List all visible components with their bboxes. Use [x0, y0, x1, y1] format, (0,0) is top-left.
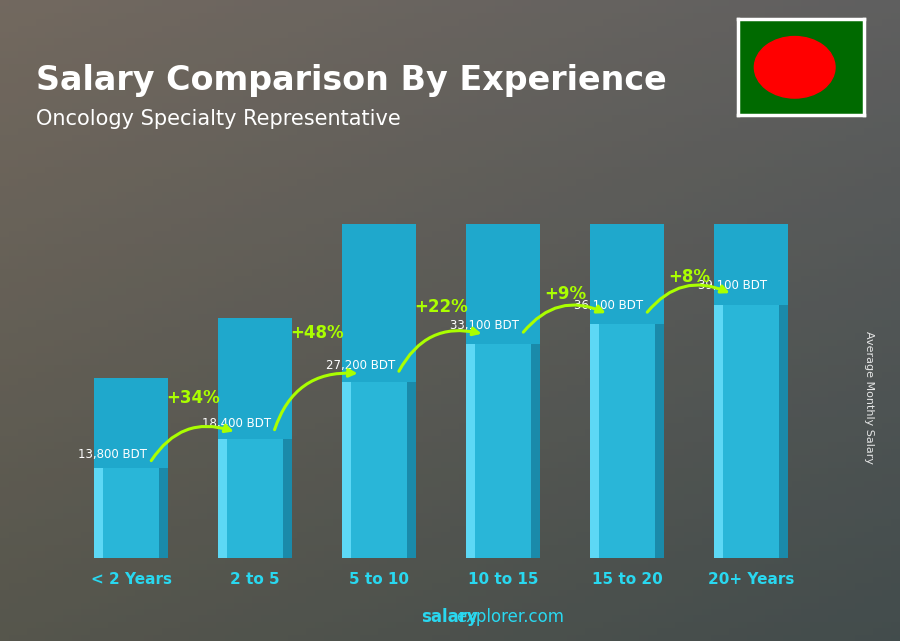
Text: +48%: +48%	[291, 324, 344, 342]
Text: explorer.com: explorer.com	[456, 608, 564, 626]
Bar	[218, 318, 292, 438]
Bar	[590, 87, 664, 324]
Text: 18,400 BDT: 18,400 BDT	[202, 417, 271, 430]
Text: 27,200 BDT: 27,200 BDT	[326, 359, 395, 372]
Bar	[466, 337, 474, 558]
Bar	[342, 376, 416, 558]
Bar	[531, 337, 540, 558]
Bar	[94, 378, 168, 469]
Text: +8%: +8%	[668, 268, 710, 286]
Text: +34%: +34%	[166, 389, 220, 407]
Bar	[466, 337, 540, 558]
Bar	[779, 297, 788, 558]
Text: 33,100 BDT: 33,100 BDT	[450, 319, 519, 332]
Text: +22%: +22%	[414, 298, 468, 316]
Bar	[714, 48, 788, 305]
Bar	[94, 465, 103, 558]
Bar	[590, 317, 664, 558]
Bar	[218, 435, 227, 558]
Bar	[342, 203, 416, 382]
Bar	[714, 297, 723, 558]
Bar	[218, 435, 292, 558]
Text: salary: salary	[421, 608, 479, 626]
Bar	[94, 465, 168, 558]
Bar	[714, 297, 788, 558]
Bar	[284, 435, 292, 558]
Text: Oncology Specialty Representative: Oncology Specialty Representative	[36, 109, 400, 129]
Bar	[408, 376, 416, 558]
Text: 13,800 BDT: 13,800 BDT	[78, 448, 147, 461]
Text: Average Monthly Salary: Average Monthly Salary	[863, 331, 874, 464]
Text: Salary Comparison By Experience: Salary Comparison By Experience	[36, 64, 667, 97]
Bar	[655, 317, 664, 558]
Bar	[159, 465, 168, 558]
Text: +9%: +9%	[544, 285, 586, 303]
Bar	[342, 376, 351, 558]
Text: 36,100 BDT: 36,100 BDT	[573, 299, 643, 312]
Bar	[590, 317, 598, 558]
Circle shape	[754, 37, 835, 98]
Bar	[466, 126, 540, 344]
Text: 39,100 BDT: 39,100 BDT	[698, 279, 767, 292]
